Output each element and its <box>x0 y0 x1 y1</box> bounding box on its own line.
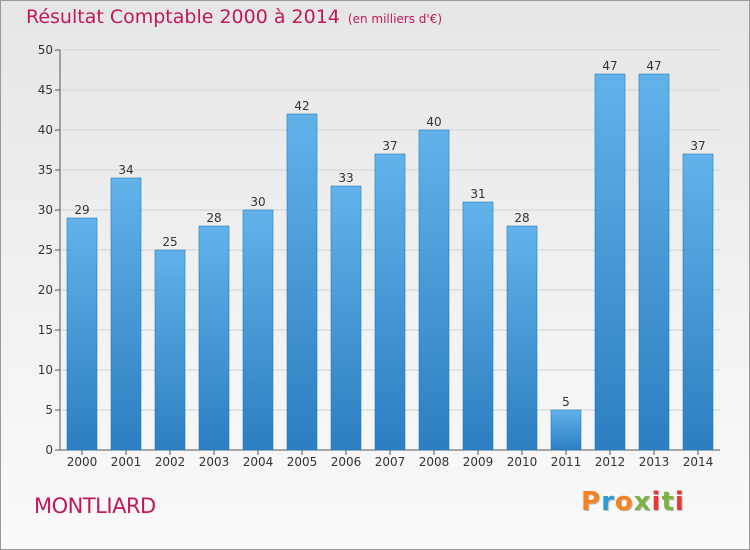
bars <box>66 73 714 451</box>
x-tick-label-2009: 2009 <box>463 455 494 469</box>
x-tick-label-2008: 2008 <box>419 455 450 469</box>
bar-2011 <box>550 409 582 451</box>
value-label-2010: 28 <box>514 211 529 225</box>
bar-2009 <box>462 201 494 451</box>
x-tick-label-2011: 2011 <box>551 455 582 469</box>
logo-letter: i <box>651 487 662 517</box>
bar-2002 <box>154 249 186 451</box>
x-tick-label-2000: 2000 <box>67 455 98 469</box>
bar-2012 <box>594 73 626 451</box>
x-tick-label-2012: 2012 <box>595 455 626 469</box>
y-tick-label: 0 <box>45 443 53 457</box>
x-tick-label-2013: 2013 <box>639 455 670 469</box>
value-label-2001: 34 <box>118 163 133 177</box>
y-tick-label: 50 <box>38 43 53 57</box>
value-label-2014: 37 <box>690 139 705 153</box>
bar-2010 <box>506 225 538 451</box>
value-label-2006: 33 <box>338 171 353 185</box>
proxiti-logo: Proxiti <box>581 487 685 517</box>
value-label-2013: 47 <box>646 59 661 73</box>
value-label-2009: 31 <box>470 187 485 201</box>
y-tick-label: 10 <box>38 363 53 377</box>
x-tick-label-2007: 2007 <box>375 455 406 469</box>
y-tick-label: 45 <box>38 83 53 97</box>
bar-2013 <box>638 73 670 451</box>
y-tick-label: 15 <box>38 323 53 337</box>
logo-letter: o <box>614 487 634 517</box>
x-tick-label-2004: 2004 <box>243 455 274 469</box>
y-tick-label: 40 <box>38 123 53 137</box>
x-tick-label-2006: 2006 <box>331 455 362 469</box>
bar-2008 <box>418 129 450 451</box>
bar-2007 <box>374 153 406 451</box>
x-tick-label-2003: 2003 <box>199 455 230 469</box>
value-label-2003: 28 <box>206 211 221 225</box>
bar-2004 <box>242 209 274 451</box>
y-tick-label: 25 <box>38 243 53 257</box>
value-label-2005: 42 <box>294 99 309 113</box>
logo-letter: i <box>674 487 685 517</box>
y-tick-label: 20 <box>38 283 53 297</box>
y-tick-label: 5 <box>45 403 53 417</box>
x-tick-label-2010: 2010 <box>507 455 538 469</box>
x-tick-label-2005: 2005 <box>287 455 318 469</box>
logo-letter: x <box>633 487 652 517</box>
city-name: MONTLIARD <box>34 494 156 518</box>
bar-2006 <box>330 185 362 451</box>
x-tick-label-2001: 2001 <box>111 455 142 469</box>
value-label-2007: 37 <box>382 139 397 153</box>
bar-2003 <box>198 225 230 451</box>
y-tick-label: 35 <box>38 163 53 177</box>
chart-title-text: Résultat Comptable 2000 à 2014 <box>26 6 340 28</box>
chart-title: Résultat Comptable 2000 à 2014 (en millie… <box>26 6 442 28</box>
logo-letter: r <box>601 487 615 517</box>
x-tick-label-2014: 2014 <box>683 455 714 469</box>
value-label-2011: 5 <box>562 395 570 409</box>
x-tick-label-2002: 2002 <box>155 455 186 469</box>
chart-unit: (en milliers d'€) <box>347 12 443 26</box>
value-label-2002: 25 <box>162 235 177 249</box>
value-label-2004: 30 <box>250 195 265 209</box>
bar-2005 <box>286 113 318 451</box>
logo-letter: P <box>581 487 602 517</box>
bar-2014 <box>682 153 714 451</box>
logo-letter: t <box>661 487 675 517</box>
y-tick-label: 30 <box>38 203 53 217</box>
labels: 2000 29 2001 34 2002 25 2003 28 2004 30 2005 42 2006… <box>67 59 714 469</box>
bar-2000 <box>66 217 98 451</box>
value-label-2000: 29 <box>74 203 89 217</box>
bar-2001 <box>110 177 142 451</box>
value-label-2008: 40 <box>426 115 441 129</box>
value-label-2012: 47 <box>602 59 617 73</box>
